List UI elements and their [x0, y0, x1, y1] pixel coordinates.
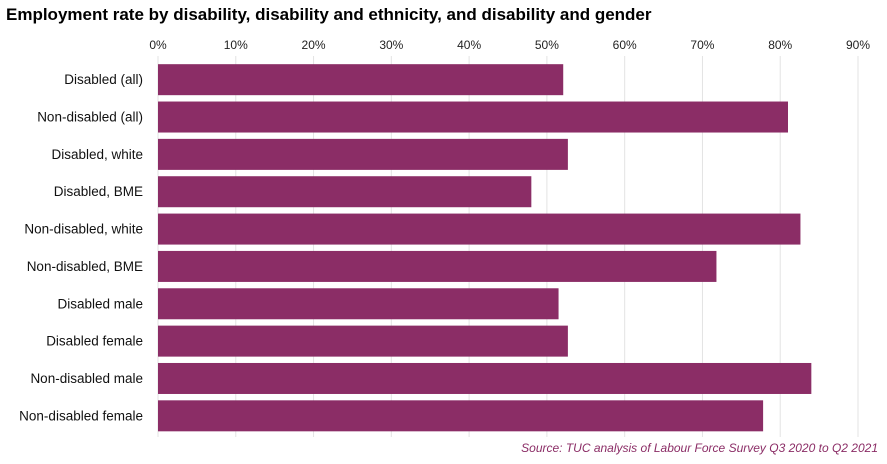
bar [158, 250, 717, 282]
x-tick-label: 60% [613, 38, 637, 52]
category-label: Disabled female [46, 334, 143, 349]
bar [158, 176, 532, 208]
category-label: Disabled, white [51, 147, 143, 162]
bar [158, 101, 788, 133]
bar [158, 64, 564, 96]
category-labels: Disabled (all) Non-disabled (all) Disabled… [19, 72, 143, 423]
bar [158, 325, 568, 357]
category-label: Disabled (all) [64, 72, 143, 87]
bars [158, 64, 812, 432]
category-label: Disabled, BME [54, 184, 143, 199]
bar [158, 400, 764, 432]
category-label: Non-disabled (all) [37, 110, 143, 125]
source-note: Source: TUC analysis of Labour Force Sur… [521, 441, 878, 455]
x-tick-label: 10% [224, 38, 248, 52]
x-tick-label: 30% [379, 38, 403, 52]
category-label: Disabled male [57, 296, 143, 311]
x-tick-label: 80% [768, 38, 792, 52]
bar [158, 213, 801, 245]
bar [158, 288, 559, 320]
category-label: Non-disabled female [19, 408, 143, 423]
x-axis-ticks: 0% 10% 20% 30% 40% 50% 60% 70% 80% 90% [149, 38, 870, 52]
chart-title: Employment rate by disability, disabilit… [6, 5, 652, 24]
category-label: Non-disabled male [30, 371, 143, 386]
bar [158, 138, 568, 170]
x-tick-label: 0% [149, 38, 167, 52]
x-tick-label: 20% [302, 38, 326, 52]
category-label: Non-disabled, BME [27, 259, 143, 274]
x-tick-label: 40% [457, 38, 481, 52]
bar [158, 362, 812, 394]
x-tick-label: 90% [846, 38, 870, 52]
x-tick-label: 50% [535, 38, 559, 52]
x-tick-label: 70% [690, 38, 714, 52]
category-label: Non-disabled, white [24, 222, 143, 237]
